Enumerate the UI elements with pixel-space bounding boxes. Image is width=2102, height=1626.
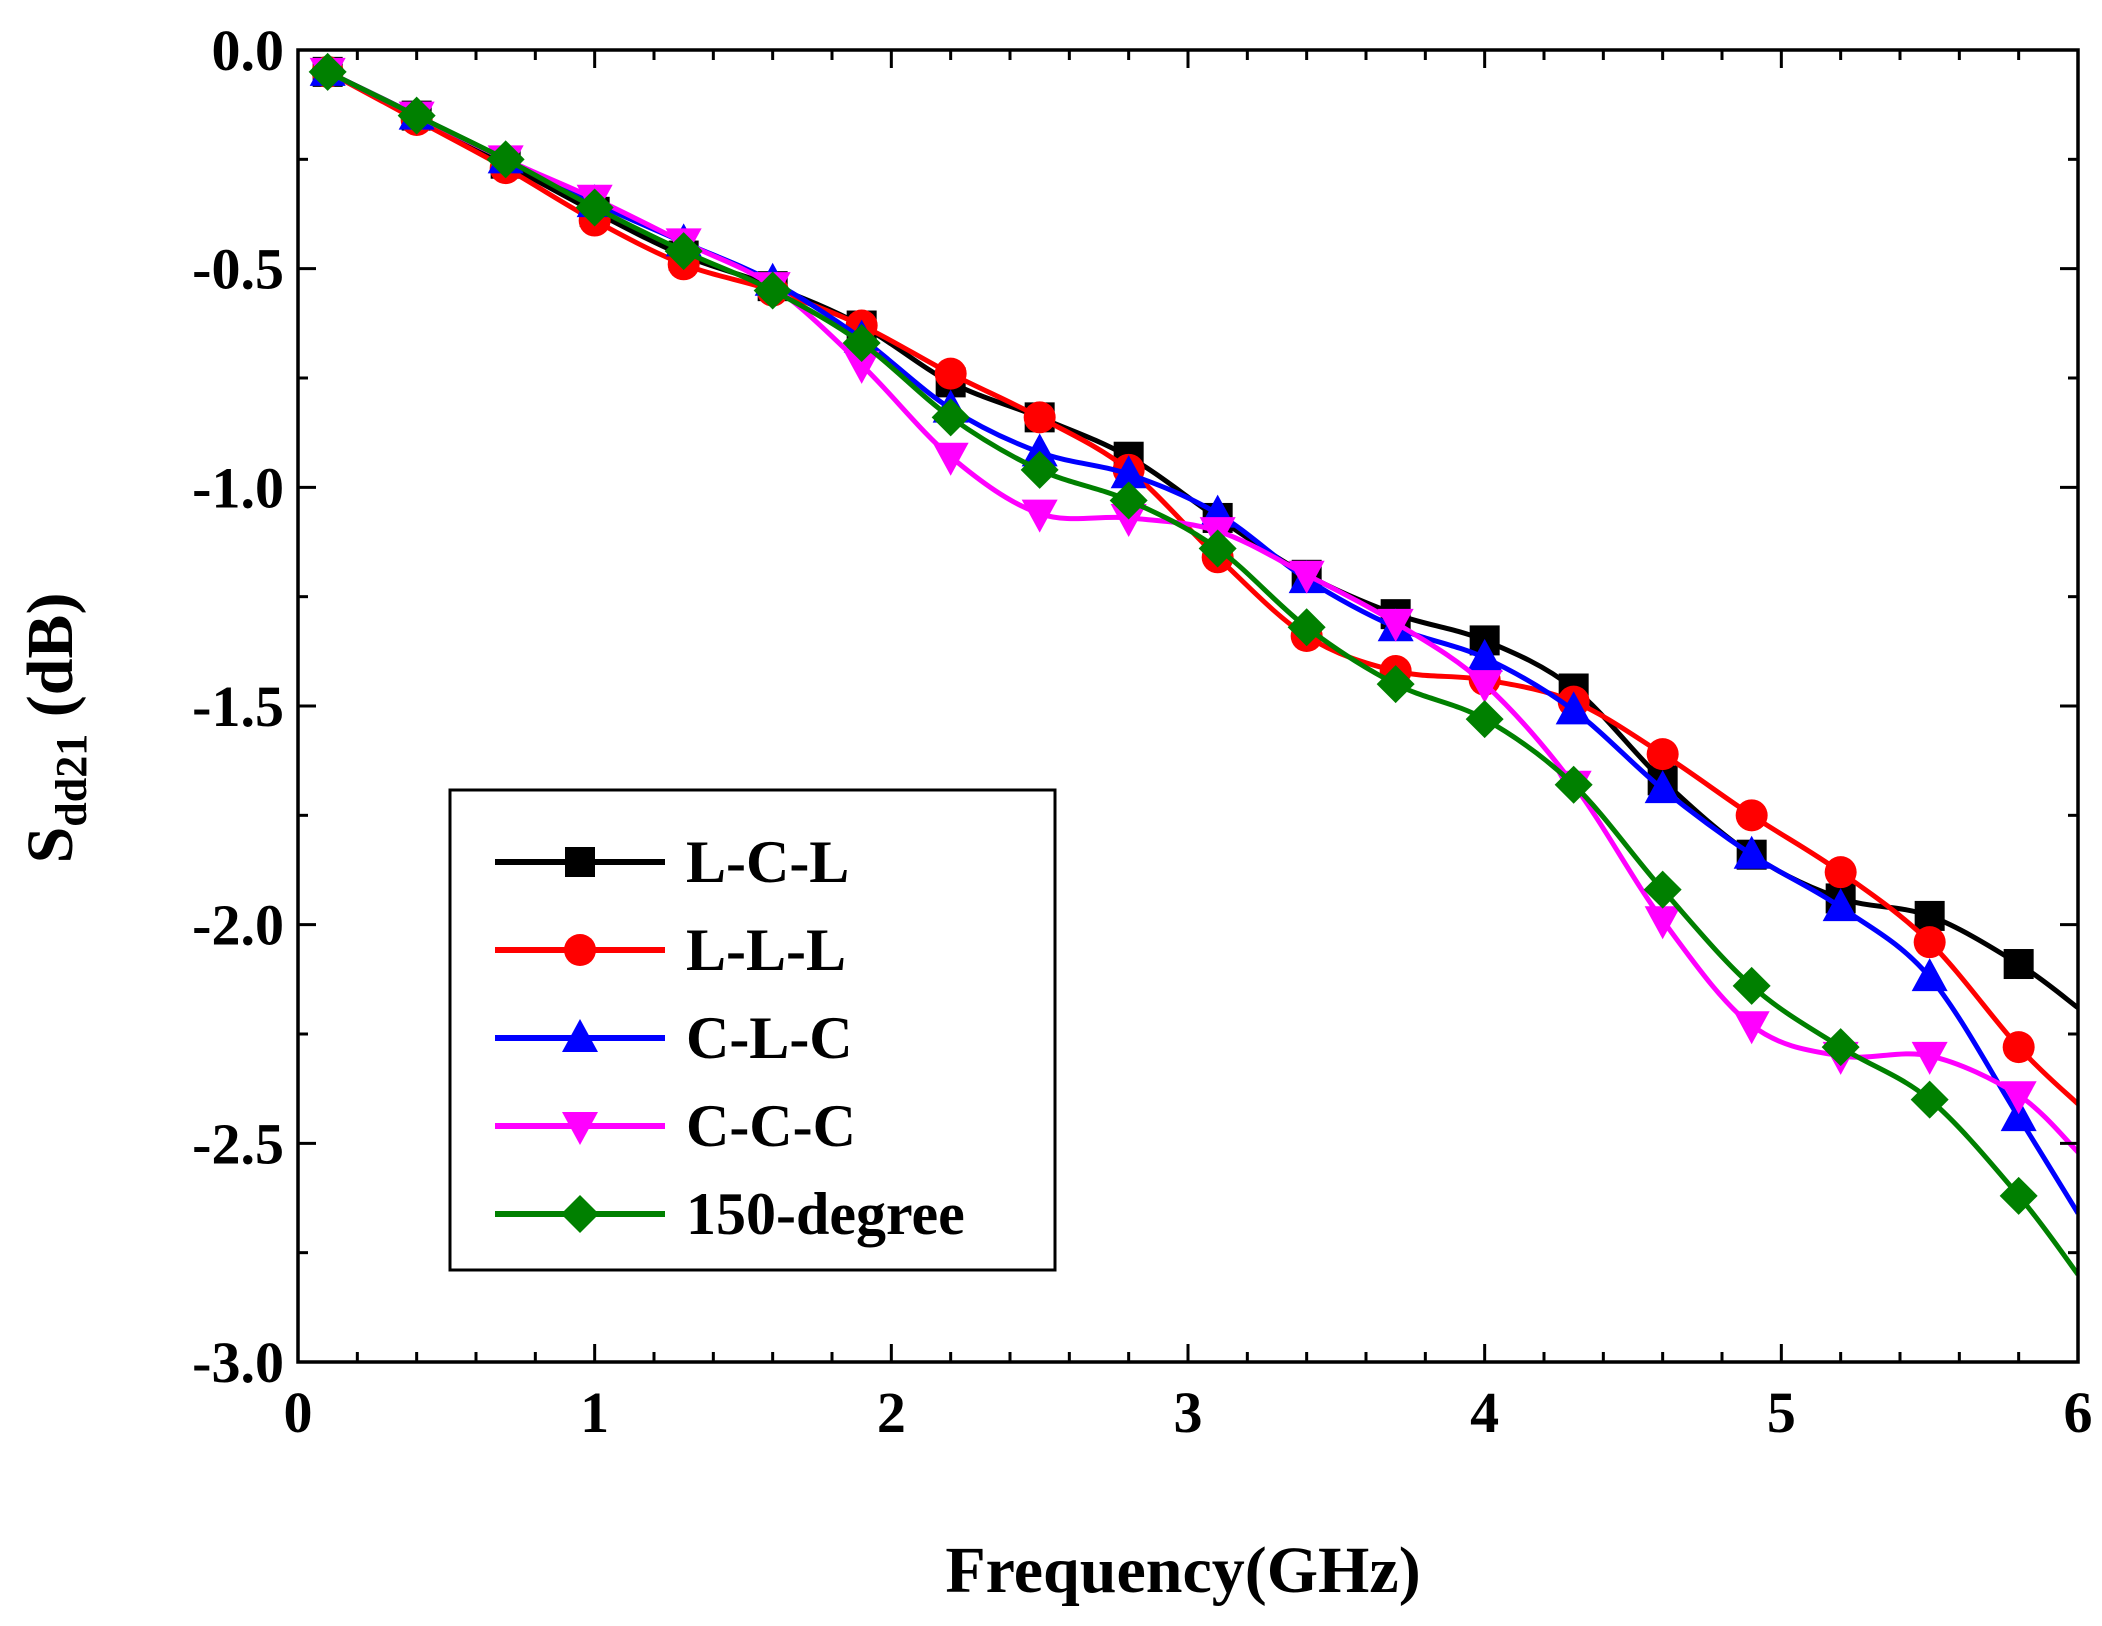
data-point-C-L-C [1110, 455, 1147, 489]
data-point-L-L-L [1913, 926, 1946, 959]
data-point-C-L-C [1733, 835, 1770, 869]
y-tick-label: -1.0 [192, 455, 284, 520]
data-point-C-C-C [932, 442, 969, 476]
data-point-150-degree [1643, 870, 1682, 909]
data-point-150-degree [753, 271, 792, 310]
data-point-150-degree [664, 232, 703, 271]
series-line-C-C-C [326, 69, 2078, 1154]
legend-marker-C-L-C [562, 1019, 598, 1052]
x-tick-label: 5 [1767, 1380, 1796, 1445]
y-tick-label: 0.0 [212, 18, 285, 83]
x-tick-label: 4 [1470, 1380, 1499, 1445]
data-point-150-degree [1376, 665, 1415, 704]
data-point-C-C-C [1288, 560, 1325, 594]
data-point-C-L-C [1555, 691, 1592, 725]
legend-label-150-degree: 150-degree [686, 1181, 965, 1247]
data-point-150-degree [1910, 1080, 1949, 1119]
data-point-150-degree [575, 188, 614, 227]
data-point-150-degree [486, 140, 525, 179]
data-point-C-C-C [1644, 906, 1681, 940]
data-point-C-L-C [2000, 1098, 2037, 1132]
data-point-150-degree [1109, 481, 1148, 520]
x-tick-label: 1 [580, 1380, 609, 1445]
legend-marker-L-L-L [564, 934, 596, 966]
legend: L-C-L L-L-L C-L-C C-C-C 150-degree [448, 788, 1057, 1272]
legend-label-C-C-C: C-C-C [686, 1093, 856, 1159]
data-point-C-C-C [2000, 1081, 2037, 1115]
data-point-C-C-C [1466, 670, 1503, 704]
y-tick-label: -3.0 [192, 1330, 284, 1395]
data-point-C-C-C [1110, 503, 1147, 537]
legend-marker-L-C-L [565, 847, 595, 877]
data-point-150-degree [1999, 1176, 2038, 1215]
labels-layer: Frequency(GHz) Sdd21 (dB) [14, 593, 1421, 1607]
data-point-150-degree [1020, 450, 1059, 489]
data-point-L-L-L [1824, 856, 1857, 889]
legend-label-L-L-L: L-L-L [686, 917, 846, 983]
data-point-150-degree [931, 398, 970, 437]
y-axis-title-main: S [14, 827, 87, 864]
data-point-L-C-L [1914, 900, 1945, 931]
data-point-C-C-C [843, 350, 880, 384]
data-point-150-degree [1287, 608, 1326, 647]
data-point-L-L-L [1646, 738, 1679, 771]
series-layer [308, 52, 2078, 1277]
data-point-C-L-C [1021, 433, 1058, 467]
y-tick-label: -2.0 [192, 893, 284, 958]
y-tick-label: -1.5 [192, 674, 284, 739]
legend-box [448, 788, 1057, 1272]
data-point-150-degree [1732, 966, 1771, 1005]
legend-marker-150-degree [561, 1195, 599, 1233]
y-axis-title: Sdd21 (dB) [14, 593, 96, 864]
x-tick-label: 0 [284, 1380, 313, 1445]
y-axis-title-unit: (dB) [14, 593, 87, 734]
y-tick-label: -0.5 [192, 237, 284, 302]
data-point-150-degree [1465, 700, 1504, 739]
legend-marker-C-C-C [562, 1112, 598, 1145]
y-tick-label: -2.5 [192, 1111, 284, 1176]
data-point-150-degree [397, 96, 436, 135]
data-point-L-L-L [934, 357, 967, 390]
data-point-150-degree [1554, 765, 1593, 804]
data-point-C-L-C [1466, 638, 1503, 672]
data-point-C-C-C [1911, 1041, 1948, 1075]
x-tick-label: 2 [877, 1380, 906, 1445]
axes-layer: 0 1 2 3 4 5 6 0.0 -0.5 -1.0 -1.5 -2.0 -2.5 -3.0 [192, 18, 2092, 1445]
series-line-150-degree [326, 69, 2078, 1277]
x-axis-title: Frequency(GHz) [945, 1534, 1420, 1607]
data-point-150-degree [842, 324, 881, 363]
data-point-C-L-C [1822, 888, 1859, 922]
data-point-L-L-L [1735, 799, 1768, 832]
data-point-C-L-C [1911, 958, 1948, 992]
legend-label-C-L-C: C-L-C [686, 1005, 853, 1071]
data-point-L-C-L [2003, 949, 2034, 980]
data-point-L-L-L [2002, 1031, 2035, 1064]
y-axis-title-subscript: dd21 [47, 734, 96, 827]
data-point-150-degree [308, 52, 347, 91]
data-point-C-C-C [1377, 608, 1414, 642]
series-150-degree [308, 52, 2078, 1277]
data-point-C-L-C [1644, 770, 1681, 804]
data-point-L-L-L [1023, 401, 1056, 434]
x-tick-label: 3 [1174, 1380, 1203, 1445]
data-point-C-C-C [1021, 499, 1058, 533]
data-point-150-degree [1821, 1028, 1860, 1067]
data-point-150-degree [1198, 529, 1237, 568]
x-tick-label: 6 [2064, 1380, 2093, 1445]
legend-label-L-C-L: L-C-L [686, 829, 849, 895]
data-point-C-C-C [1733, 1011, 1770, 1045]
